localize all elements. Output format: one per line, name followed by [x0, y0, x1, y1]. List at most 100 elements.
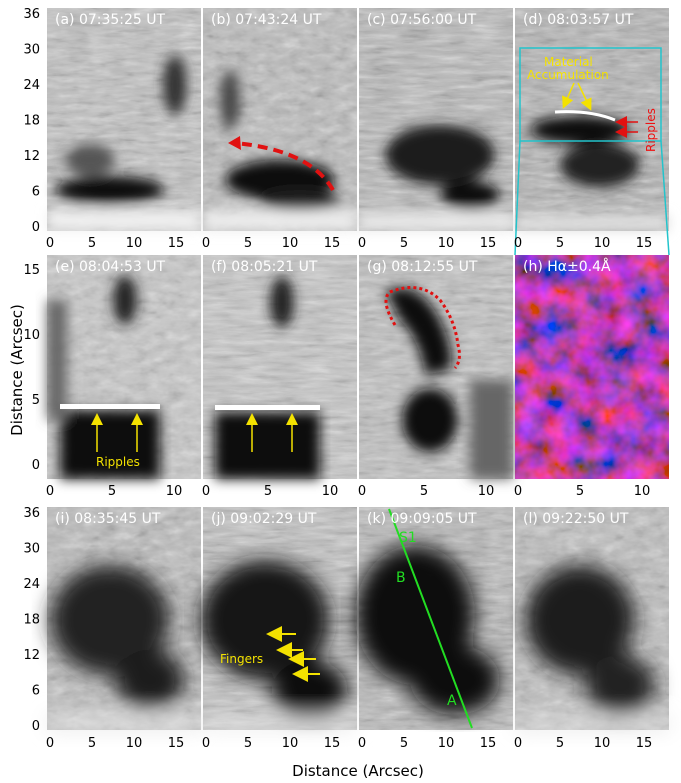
- y-tick-row3: 30: [23, 542, 40, 557]
- x-tick: 15: [636, 736, 653, 751]
- panel-l-label: (l) 09:22:50 UT: [523, 511, 629, 527]
- x-tick: 5: [556, 236, 564, 251]
- x-tick: 15: [480, 736, 497, 751]
- x-tick: 5: [400, 236, 408, 251]
- slit-s1-line: [388, 508, 473, 729]
- x-tick: 5: [556, 736, 564, 751]
- x-tick: 10: [594, 236, 611, 251]
- y-tick-row1: 36: [23, 7, 40, 22]
- y-tick-row3: 12: [23, 648, 40, 663]
- panel-d-label: (d) 08:03:57 UT: [523, 12, 634, 28]
- ripples-label-d: Ripples: [644, 108, 658, 152]
- x-tick: 5: [88, 736, 96, 751]
- x-tick: 10: [282, 236, 299, 251]
- red-dashed-arrow-path: [234, 141, 335, 192]
- panel-e: Ripples (e) 08:04:53 UT: [47, 255, 201, 479]
- y-tick-row3: 6: [32, 684, 40, 699]
- red-arrow-head: [228, 136, 241, 150]
- y-tick-row1: 24: [23, 78, 40, 93]
- s1-label: S1: [399, 530, 417, 546]
- panel-b: (b) 07:43:24 UT: [203, 8, 357, 231]
- x-tick: 15: [636, 236, 653, 251]
- panel-f: (f) 08:05:21 UT: [203, 255, 357, 479]
- x-tick: 0: [358, 236, 366, 251]
- material-label-2: Accumulation: [527, 68, 609, 82]
- x-tick-row2: 0: [202, 484, 210, 499]
- y-tick-row1: 6: [32, 185, 40, 200]
- x-tick: 15: [324, 236, 341, 251]
- y-tick-row1: 12: [23, 149, 40, 164]
- x-tick-row2: 10: [166, 484, 183, 499]
- x-tick: 5: [88, 236, 96, 251]
- x-tick: 15: [324, 736, 341, 751]
- x-tick: 10: [594, 736, 611, 751]
- y-tick-row2: 10: [23, 328, 40, 343]
- x-tick-row2: 0: [46, 484, 54, 499]
- panel-i-label: (i) 08:35:45 UT: [55, 511, 161, 527]
- x-tick: 0: [46, 736, 54, 751]
- x-tick-row2: 0: [358, 484, 366, 499]
- y-axis-title: Distance (Arcsec): [8, 304, 26, 436]
- y-tick-row2: 0: [32, 458, 40, 473]
- panel-k-label: (k) 09:09:05 UT: [367, 511, 477, 527]
- material-label-1: Material: [544, 55, 593, 69]
- x-tick: 0: [202, 236, 210, 251]
- y-tick-row3: 0: [32, 719, 40, 734]
- x-tick-row2: 0: [514, 484, 522, 499]
- panel-h: (h) Hα±0.4Å: [515, 255, 669, 479]
- panel-d: Material Accumulation Ripples (d) 08:03:…: [515, 8, 669, 231]
- x-tick: 10: [282, 736, 299, 751]
- x-tick: 15: [168, 736, 185, 751]
- panel-a-label: (a) 07:35:25 UT: [55, 12, 166, 28]
- panel-h-label: (h) Hα±0.4Å: [523, 258, 611, 275]
- x-tick: 0: [202, 736, 210, 751]
- x-tick: 5: [244, 236, 252, 251]
- panel-k: S1 B A (k) 09:09:05 UT: [355, 507, 513, 730]
- panel-f-label: (f) 08:05:21 UT: [211, 259, 318, 275]
- panel-c: (c) 07:56:00 UT: [359, 8, 513, 231]
- x-tick: 5: [244, 736, 252, 751]
- panel-b-label: (b) 07:43:24 UT: [211, 12, 322, 28]
- panel-c-label: (c) 07:56:00 UT: [367, 12, 477, 28]
- y-tick-row1: 18: [23, 114, 40, 129]
- y-tick-row3: 24: [23, 577, 40, 592]
- x-tick: 0: [514, 236, 522, 251]
- x-tick-row2: 5: [264, 484, 272, 499]
- panel-l: (l) 09:22:50 UT: [515, 507, 669, 730]
- y-tick-row1: 30: [23, 43, 40, 58]
- panel-i: (i) 08:35:45 UT: [47, 507, 201, 730]
- panel-g-label: (g) 08:12:55 UT: [367, 259, 478, 275]
- x-tick: 10: [438, 236, 455, 251]
- x-tick: 10: [126, 736, 143, 751]
- panel-e-label: (e) 08:04:53 UT: [55, 259, 166, 275]
- y-tick-row2: 15: [23, 263, 40, 278]
- x-tick: 0: [358, 736, 366, 751]
- x-tick-row2: 5: [576, 484, 584, 499]
- y-tick-row1: 0: [32, 220, 40, 235]
- ripples-label-e: Ripples: [96, 455, 140, 469]
- x-tick: 0: [514, 736, 522, 751]
- x-tick: 15: [168, 236, 185, 251]
- panel-g: (g) 08:12:55 UT: [359, 255, 513, 479]
- panel-j-label: (j) 09:02:29 UT: [211, 511, 317, 527]
- x-tick-row2: 10: [478, 484, 495, 499]
- x-tick: 10: [126, 236, 143, 251]
- y-tick-row3: 36: [23, 506, 40, 521]
- x-axis-title: Distance (Arcsec): [292, 762, 424, 780]
- x-tick-row2: 5: [420, 484, 428, 499]
- y-tick-row3: 18: [23, 613, 40, 628]
- x-tick-row2: 10: [634, 484, 651, 499]
- panel-a: (a) 07:35:25 UT: [47, 8, 201, 231]
- fingers-label: Fingers: [220, 652, 263, 666]
- x-tick-row2: 5: [108, 484, 116, 499]
- panel-j: Fingers (j) 09:02:29 UT: [200, 507, 357, 730]
- x-tick: 0: [46, 236, 54, 251]
- x-tick: 10: [438, 736, 455, 751]
- x-tick: 15: [480, 236, 497, 251]
- point-a-label: A: [447, 693, 457, 709]
- x-tick: 5: [400, 736, 408, 751]
- point-b-label: B: [396, 570, 406, 586]
- zoom-box: [519, 47, 662, 142]
